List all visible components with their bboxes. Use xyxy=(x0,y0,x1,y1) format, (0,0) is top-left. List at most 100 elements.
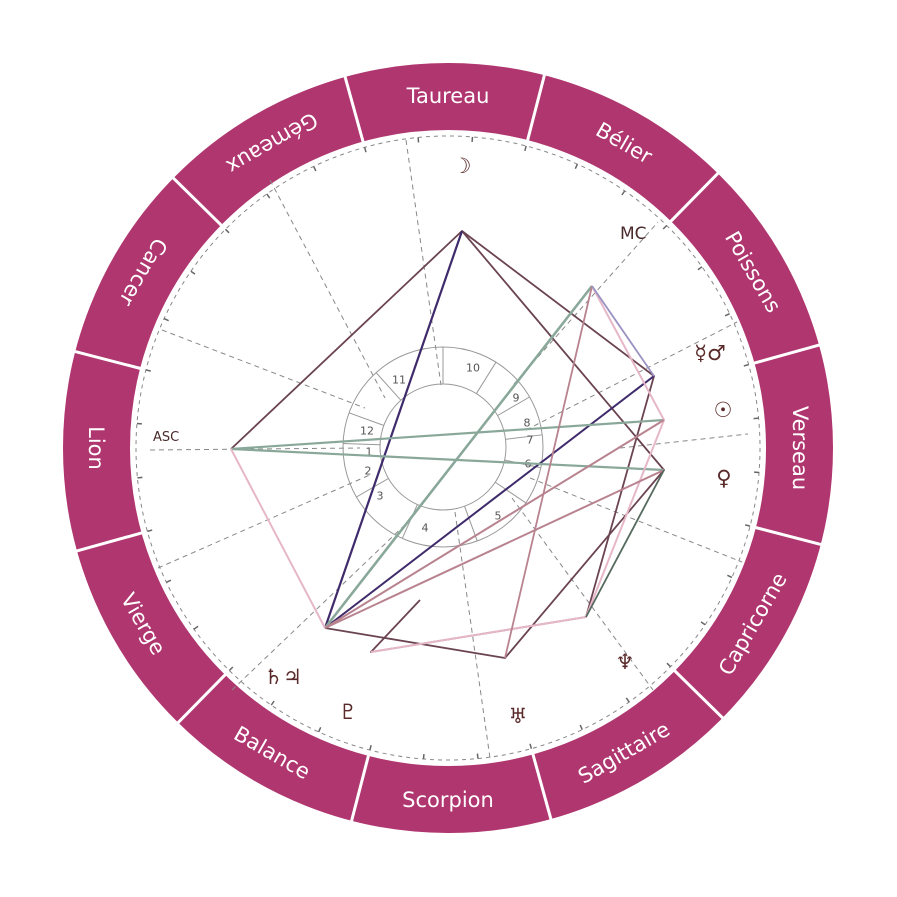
sign-label-9: Lion xyxy=(84,426,108,470)
degree-tick xyxy=(224,228,230,234)
aspect-line xyxy=(324,375,655,629)
house-number-2: 2 xyxy=(365,465,372,478)
degree-tick xyxy=(193,625,199,630)
degree-tick xyxy=(524,145,527,151)
sign-divider xyxy=(343,75,365,143)
house-number-10: 10 xyxy=(466,362,480,375)
chart-labels: ASC MC ☽ ☿♂ ☉ ♀ ♆ ♅ ♇ ♄♃ xyxy=(153,154,732,728)
sign-divider xyxy=(669,171,720,223)
inner-dashed-circle xyxy=(135,135,761,761)
sign-divider xyxy=(176,673,227,725)
degree-tick xyxy=(163,317,169,322)
sun-icon: ☉ xyxy=(714,398,733,422)
mercury-mars-icon: ☿♂ xyxy=(694,341,726,365)
house-cusp-line xyxy=(269,179,386,399)
house-divider xyxy=(494,481,527,504)
aspect-line xyxy=(230,447,665,472)
mc-label: MC xyxy=(620,224,647,244)
aspect-line xyxy=(324,469,665,629)
aspect-line xyxy=(230,418,665,451)
chart-guides xyxy=(135,135,761,761)
degree-tick xyxy=(166,579,172,583)
sign-divider xyxy=(525,73,547,142)
venus-icon: ♀ xyxy=(716,466,731,490)
house-cusp-line xyxy=(529,477,743,563)
house-cusp-line xyxy=(149,447,361,451)
house-cusp-line xyxy=(454,511,491,759)
degree-tick xyxy=(317,727,322,733)
pluto-icon: ♇ xyxy=(339,700,358,724)
house-number-8: 8 xyxy=(524,417,531,430)
degree-tick xyxy=(313,166,317,172)
aspect-line xyxy=(370,285,665,653)
asc-label: ASC xyxy=(153,430,179,445)
sign-divider xyxy=(171,176,223,227)
zodiac-band xyxy=(63,63,833,833)
aspect-line xyxy=(324,230,665,659)
sign-divider xyxy=(73,349,142,371)
degree-tick xyxy=(190,270,196,275)
aspect-line xyxy=(323,230,464,629)
house-cusp-line xyxy=(157,473,373,569)
house-divider xyxy=(348,412,384,426)
zodiac-ring: TaureauBélierPoissonsVerseauCapricorneSa… xyxy=(63,63,833,833)
sign-divider xyxy=(531,753,553,821)
sign-divider xyxy=(754,525,823,547)
degree-tick xyxy=(727,574,733,579)
degree-tick xyxy=(369,745,372,751)
saturn-jupiter-icon: ♄♃ xyxy=(264,665,302,689)
house-cusp-line xyxy=(525,321,738,431)
aspect-lines xyxy=(230,230,665,659)
house-divider xyxy=(475,361,497,394)
sign-divider xyxy=(753,343,821,365)
house-cusp-line xyxy=(619,433,749,449)
aspect-line xyxy=(591,285,655,377)
degree-tick xyxy=(662,224,668,230)
house-number-7: 7 xyxy=(527,434,534,447)
house-number-1: 1 xyxy=(366,446,373,459)
degree-tick xyxy=(579,724,583,730)
house-number-4: 4 xyxy=(422,522,429,535)
sign-divider xyxy=(75,531,143,553)
degree-tick xyxy=(266,193,271,199)
moon-icon: ☽ xyxy=(453,154,472,178)
degree-tick xyxy=(145,369,151,372)
degree-tick xyxy=(621,190,626,196)
aspect-line xyxy=(230,448,326,629)
degree-tick xyxy=(666,662,672,668)
house-inner-circle xyxy=(379,383,507,511)
house-cusp-line xyxy=(161,329,366,409)
degree-tick xyxy=(745,524,751,527)
house-divider xyxy=(343,443,381,446)
house-divider xyxy=(375,372,402,401)
house-number-3: 3 xyxy=(377,490,384,503)
house-number-11: 11 xyxy=(392,374,406,387)
aspect-line xyxy=(323,285,594,629)
degree-tick xyxy=(270,700,275,706)
degree-tick xyxy=(147,529,153,533)
aspect-line xyxy=(230,230,655,653)
degree-tick xyxy=(625,697,630,703)
house-divider xyxy=(505,434,543,440)
house-cusp-line xyxy=(405,139,442,386)
degree-tick xyxy=(228,666,234,672)
degree-tick xyxy=(363,147,367,153)
uranus-icon: ♅ xyxy=(509,704,528,728)
aspect-line xyxy=(585,469,665,618)
aspect-line xyxy=(324,419,665,629)
house-cusp-line xyxy=(231,519,411,691)
degree-tick xyxy=(724,313,730,317)
house-number-9: 9 xyxy=(513,392,520,405)
degree-tick xyxy=(700,621,706,626)
house-number-5: 5 xyxy=(495,510,502,523)
degree-tick xyxy=(697,266,703,271)
house-number-12: 12 xyxy=(360,425,374,438)
sign-label-0: Taureau xyxy=(406,84,490,108)
house-divider xyxy=(497,396,530,416)
degree-tick xyxy=(574,163,579,169)
aspect-line xyxy=(504,285,593,659)
house-divider xyxy=(401,504,418,539)
sign-label-6: Scorpion xyxy=(402,788,494,812)
